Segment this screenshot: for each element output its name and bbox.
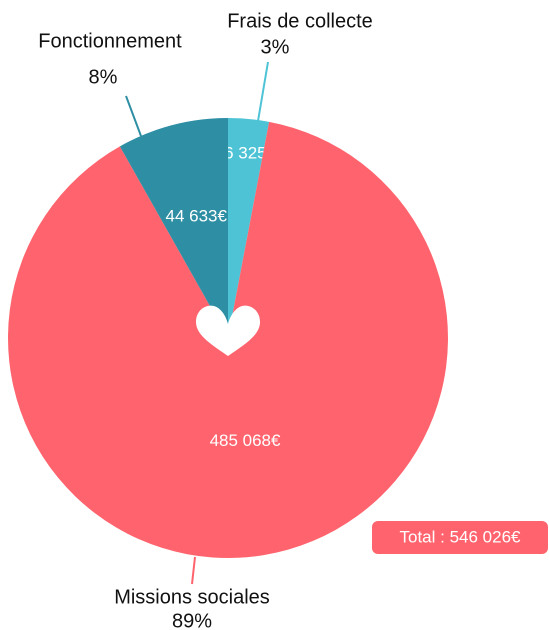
slice-percent: 89% — [172, 610, 212, 630]
slice-percent: 8% — [89, 66, 118, 88]
slice-value-label: 44 633€ — [166, 207, 228, 226]
slice-name: Fonctionnement — [38, 30, 182, 52]
slice-value-label: 16 325€ — [215, 143, 277, 162]
total-label: Total : 546 026€ — [400, 527, 522, 546]
leader-line — [191, 556, 196, 585]
pie-slice — [228, 118, 270, 338]
slice-percent: 3% — [261, 36, 290, 58]
leader-line — [125, 95, 142, 137]
slice-value-label: 485 068€ — [210, 431, 281, 450]
slice-name: Missions sociales — [114, 586, 270, 608]
slice-name: Frais de collecte — [227, 10, 373, 32]
pie-slice — [119, 118, 228, 338]
total-badge — [372, 521, 548, 554]
heart-icon — [196, 305, 260, 356]
leader-line — [257, 61, 269, 122]
